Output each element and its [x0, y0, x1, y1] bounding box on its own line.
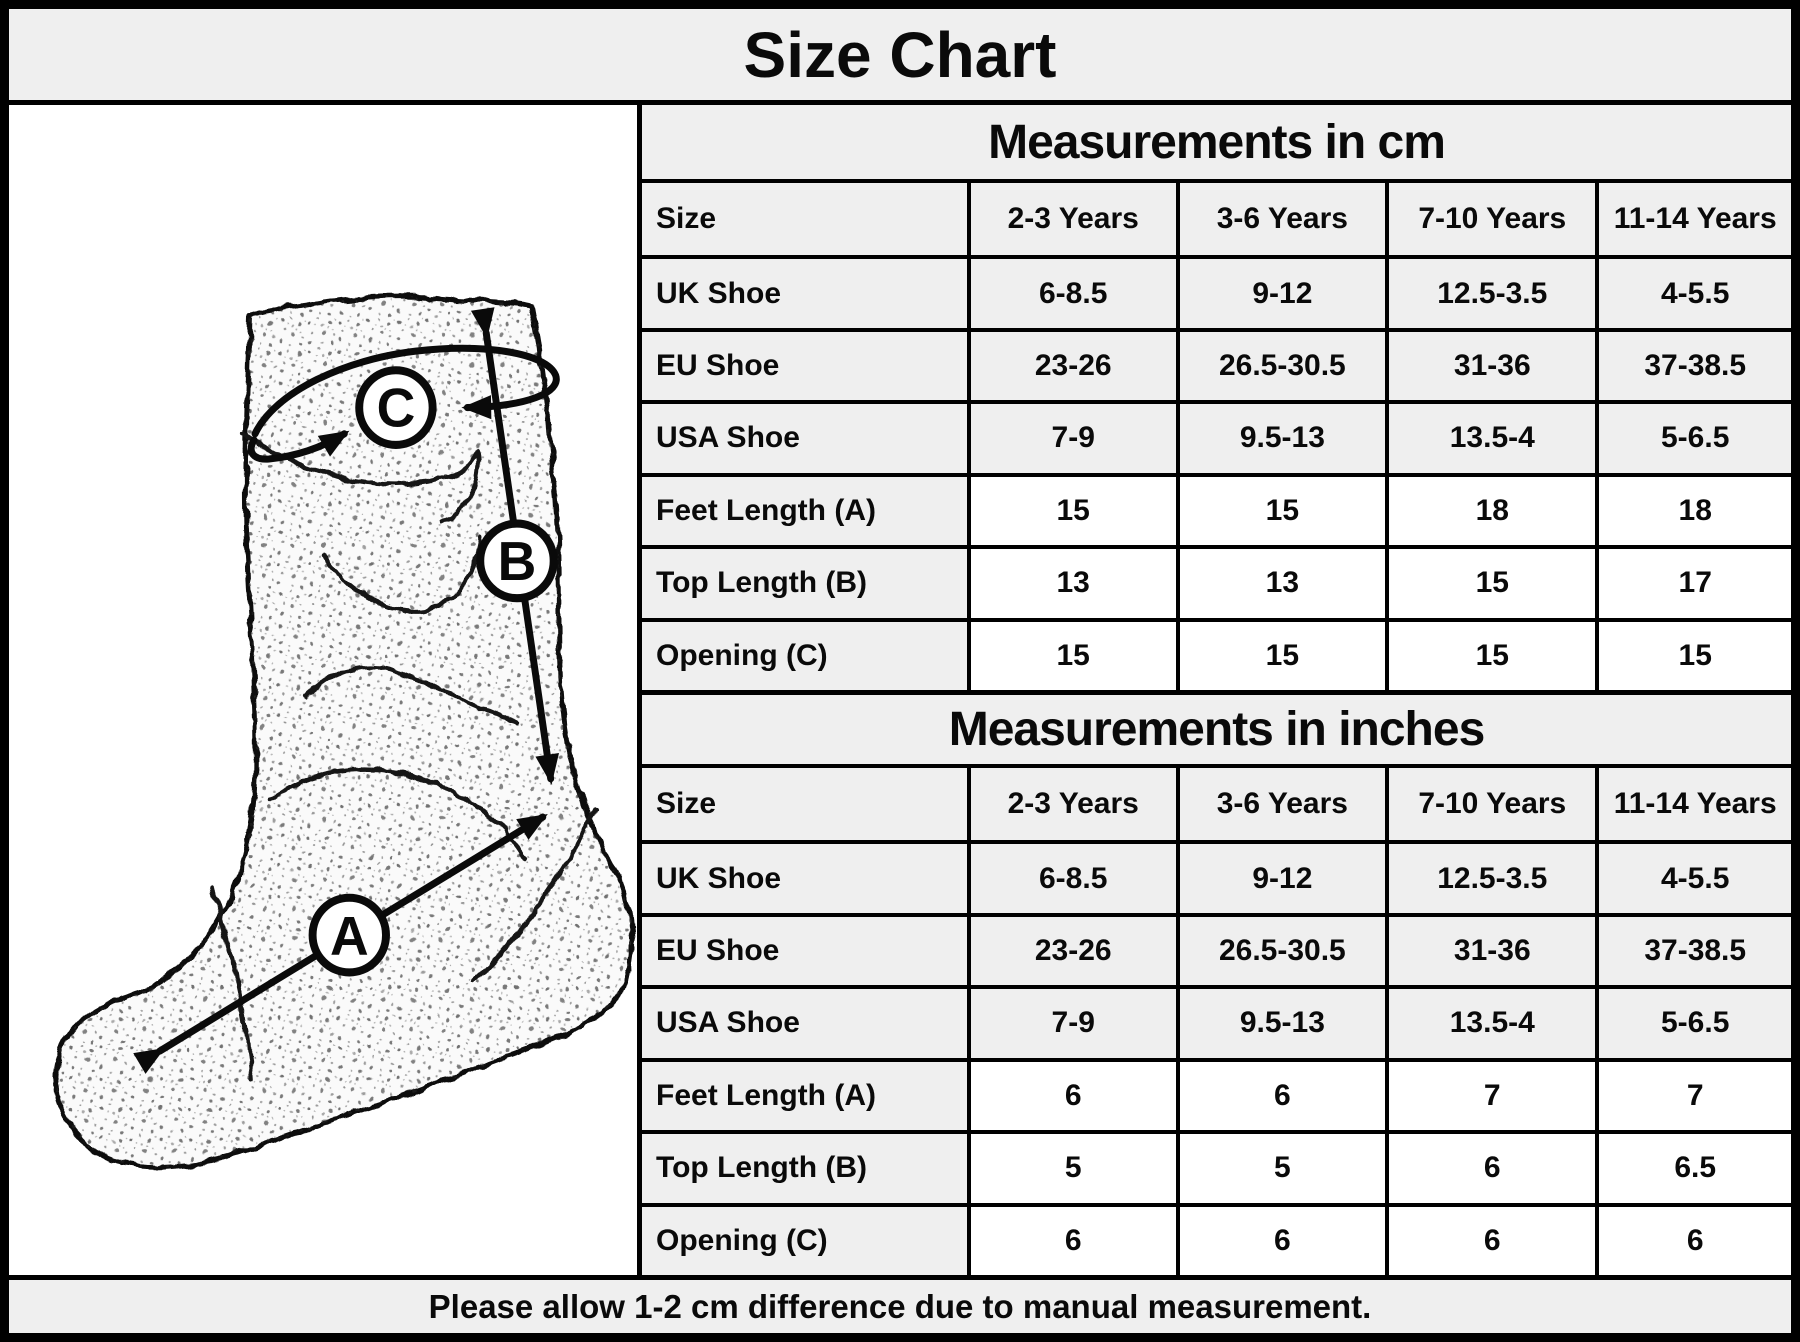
value-cell: 6: [966, 1057, 1176, 1131]
sock-illustration: C B A: [53, 294, 635, 1170]
value-cell: 37-38.5: [1595, 327, 1791, 401]
age-column-header: 2-3 Years: [966, 183, 1176, 256]
row-label: USA Shoe: [642, 400, 967, 473]
marker-badges: C B A: [308, 366, 558, 977]
arrow-c-left: [247, 430, 350, 463]
value-cell: 26.5-30.5: [1175, 912, 1386, 986]
table-cm-section: Measurements in cm Size 2-3 Years 3-6 Year…: [642, 105, 1791, 690]
value-cell: 15: [1385, 545, 1596, 618]
size-column-header: Size: [642, 768, 967, 841]
marker-b-badge: [476, 519, 558, 603]
row-label: Feet Length (A): [642, 1057, 967, 1131]
value-cell: 6-8.5: [966, 840, 1176, 913]
value-cell: 12.5-3.5: [1385, 840, 1596, 913]
value-cell: 7-9: [966, 400, 1176, 473]
page-title: Size Chart: [9, 9, 1791, 105]
value-cell: 23-26: [966, 912, 1176, 986]
table-inches-section: Measurements in inches Size 2-3 Years 3-6 …: [642, 690, 1791, 1275]
value-cell: 4-5.5: [1595, 255, 1791, 328]
arrow-c-loop: [251, 344, 560, 438]
value-cell: 31-36: [1385, 327, 1596, 401]
value-cell: 6: [1175, 1057, 1386, 1131]
table-cm-grid: Size 2-3 Years 3-6 Years 7-10 Years 11-14 Ye…: [642, 183, 1791, 690]
value-cell: 15: [1175, 472, 1386, 546]
sock-diagram-panel: C B A: [9, 105, 642, 1275]
marker-a-badge: [308, 893, 390, 977]
value-cell: 18: [1595, 472, 1791, 546]
age-column-header: 7-10 Years: [1385, 768, 1596, 841]
age-column-header: 2-3 Years: [966, 768, 1176, 841]
value-cell: 5-6.5: [1595, 985, 1791, 1058]
value-cell: 6: [966, 1202, 1176, 1275]
row-label: Top Length (B): [642, 1130, 967, 1203]
value-cell: 13: [1175, 545, 1386, 618]
row-label: Opening (C): [642, 1202, 967, 1275]
value-cell: 9-12: [1175, 255, 1386, 328]
size-column-header: Size: [642, 183, 967, 256]
age-column-header: 11-14 Years: [1595, 183, 1791, 256]
row-label: Feet Length (A): [642, 472, 967, 546]
value-cell: 6: [1175, 1202, 1386, 1275]
value-cell: 23-26: [966, 327, 1176, 401]
value-cell: 6.5: [1595, 1130, 1791, 1203]
tables-panel: Measurements in cm Size 2-3 Years 3-6 Year…: [642, 105, 1791, 1275]
marker-c-badge: [355, 366, 437, 449]
main-area: C B A Measurements in cm Size 2-3 Years 3-…: [9, 105, 1791, 1275]
value-cell: 15: [1595, 617, 1791, 690]
table-inches-title: Measurements in inches: [642, 690, 1791, 768]
value-cell: 5: [1175, 1130, 1386, 1203]
value-cell: 18: [1385, 472, 1596, 546]
age-column-header: 3-6 Years: [1175, 768, 1386, 841]
value-cell: 15: [1175, 617, 1386, 690]
value-cell: 7: [1595, 1057, 1791, 1131]
value-cell: 15: [966, 617, 1176, 690]
marker-b-label: B: [498, 532, 537, 592]
value-cell: 5-6.5: [1595, 400, 1791, 473]
value-cell: 13.5-4: [1385, 985, 1596, 1058]
table-cm-title: Measurements in cm: [642, 105, 1791, 183]
marker-c-label: C: [377, 378, 416, 438]
row-label: UK Shoe: [642, 840, 967, 913]
measurement-note: Please allow 1-2 cm difference due to ma…: [9, 1275, 1791, 1333]
age-column-header: 3-6 Years: [1175, 183, 1386, 256]
age-column-header: 7-10 Years: [1385, 183, 1596, 256]
value-cell: 6: [1385, 1130, 1596, 1203]
value-cell: 15: [1385, 617, 1596, 690]
value-cell: 15: [966, 472, 1176, 546]
value-cell: 17: [1595, 545, 1791, 618]
row-label: UK Shoe: [642, 255, 967, 328]
value-cell: 6: [1385, 1202, 1596, 1275]
value-cell: 12.5-3.5: [1385, 255, 1596, 328]
value-cell: 9.5-13: [1175, 400, 1386, 473]
value-cell: 13.5-4: [1385, 400, 1596, 473]
row-label: Opening (C): [642, 617, 967, 690]
value-cell: 7: [1385, 1057, 1596, 1131]
age-column-header: 11-14 Years: [1595, 768, 1791, 841]
value-cell: 9-12: [1175, 840, 1386, 913]
value-cell: 4-5.5: [1595, 840, 1791, 913]
row-label: USA Shoe: [642, 985, 967, 1058]
value-cell: 6: [1595, 1202, 1791, 1275]
value-cell: 7-9: [966, 985, 1176, 1058]
row-label: EU Shoe: [642, 327, 967, 401]
table-inches-grid: Size 2-3 Years 3-6 Years 7-10 Years 11-14 Ye…: [642, 768, 1791, 1275]
row-label: EU Shoe: [642, 912, 967, 986]
value-cell: 31-36: [1385, 912, 1596, 986]
value-cell: 13: [966, 545, 1176, 618]
value-cell: 5: [966, 1130, 1176, 1203]
row-label: Top Length (B): [642, 545, 967, 618]
value-cell: 26.5-30.5: [1175, 327, 1386, 401]
value-cell: 37-38.5: [1595, 912, 1791, 986]
value-cell: 9.5-13: [1175, 985, 1386, 1058]
marker-a-label: A: [330, 906, 369, 966]
value-cell: 6-8.5: [966, 255, 1176, 328]
